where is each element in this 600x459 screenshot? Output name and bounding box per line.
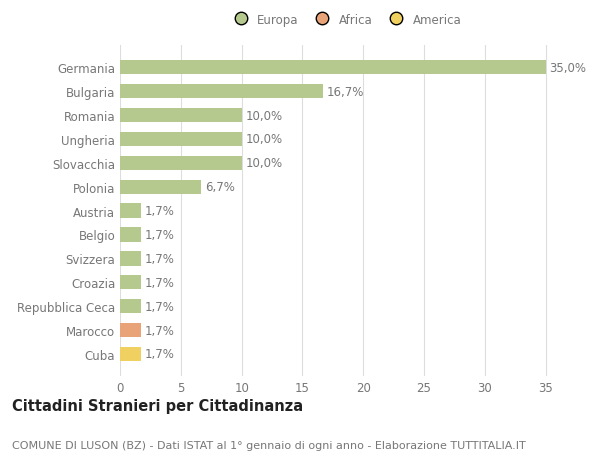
Text: 1,7%: 1,7% [145, 324, 174, 337]
Bar [120, 204, 140, 218]
Text: 1,7%: 1,7% [145, 252, 174, 265]
Legend: Europa, Africa, America: Europa, Africa, America [224, 9, 466, 31]
Bar [120, 228, 140, 242]
Text: 16,7%: 16,7% [327, 85, 364, 98]
Bar [120, 61, 545, 75]
Text: 10,0%: 10,0% [245, 109, 283, 122]
Bar [120, 252, 140, 266]
Text: 10,0%: 10,0% [245, 133, 283, 146]
Text: 35,0%: 35,0% [550, 62, 586, 74]
Bar [120, 157, 242, 171]
Bar [120, 180, 202, 195]
Bar [120, 323, 140, 337]
Text: 1,7%: 1,7% [145, 276, 174, 289]
Bar [120, 275, 140, 290]
Text: 1,7%: 1,7% [145, 300, 174, 313]
Text: 1,7%: 1,7% [145, 205, 174, 218]
Text: COMUNE DI LUSON (BZ) - Dati ISTAT al 1° gennaio di ogni anno - Elaborazione TUTT: COMUNE DI LUSON (BZ) - Dati ISTAT al 1° … [12, 440, 526, 450]
Text: 1,7%: 1,7% [145, 348, 174, 361]
Text: 10,0%: 10,0% [245, 157, 283, 170]
Bar [120, 109, 242, 123]
Bar [120, 133, 242, 147]
Text: Cittadini Stranieri per Cittadinanza: Cittadini Stranieri per Cittadinanza [12, 398, 303, 413]
Bar [120, 299, 140, 313]
Bar [120, 347, 140, 361]
Bar [120, 85, 323, 99]
Text: 6,7%: 6,7% [205, 181, 235, 194]
Text: 1,7%: 1,7% [145, 229, 174, 241]
